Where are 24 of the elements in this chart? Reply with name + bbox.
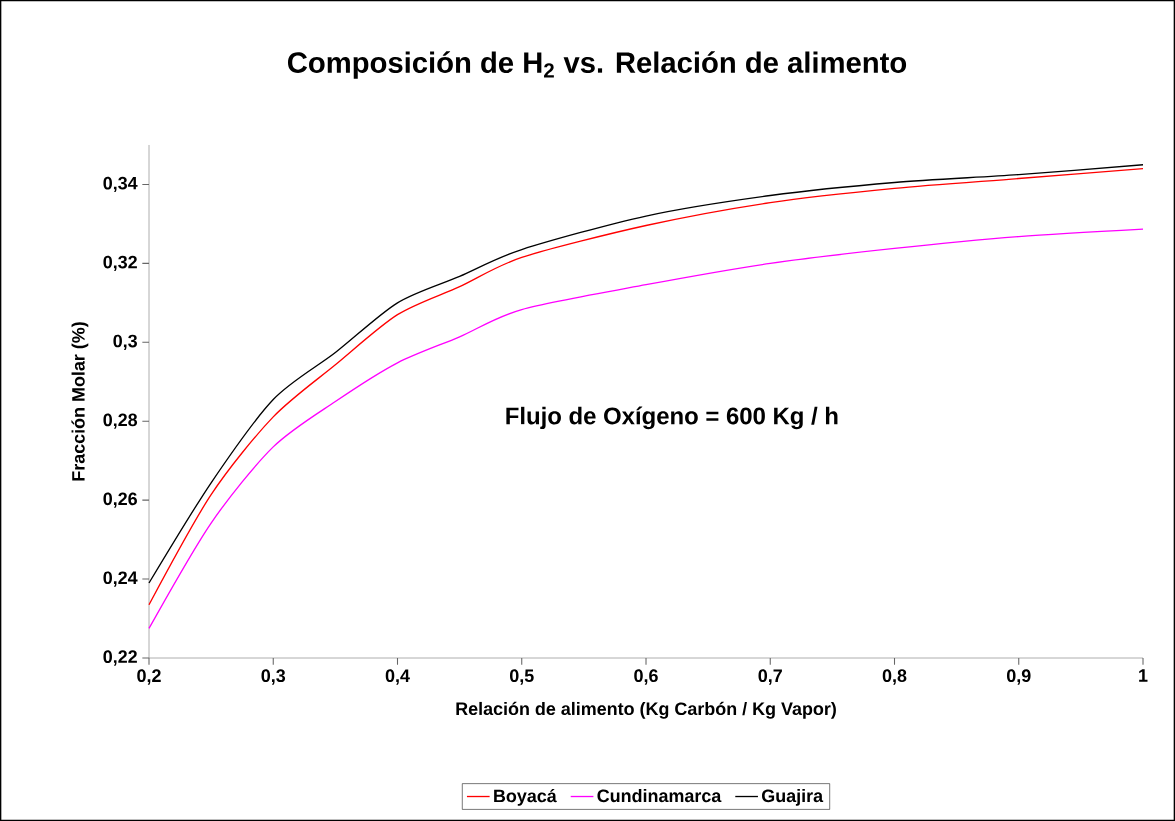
x-tick-label: 0,8 xyxy=(882,669,907,685)
y-tick-label: 0,32 xyxy=(103,255,137,272)
y-tick-label: 0,22 xyxy=(103,650,137,666)
legend-label: Boyacá xyxy=(494,788,557,806)
x-tick-label: 0,4 xyxy=(385,669,410,685)
y-tick-label: 0,26 xyxy=(103,492,137,508)
x-tick-label: 0,3 xyxy=(261,669,286,685)
legend-label: Guajira xyxy=(762,789,824,806)
x-tick-label: 0,7 xyxy=(758,669,782,685)
annotation: Flujo de Oxígeno = 600 Kg / h xyxy=(506,406,838,430)
x-tick-label: 0,9 xyxy=(1007,669,1031,685)
y-tick-label: 0,24 xyxy=(103,571,138,587)
y-axis-title: Fracción Molar (%) xyxy=(71,322,89,481)
x-tick-label: 1 xyxy=(1139,669,1148,682)
y-tick-label: 0,3 xyxy=(113,334,137,350)
legend-label: Cundinamarca xyxy=(597,789,722,803)
y-tick-label: 0,28 xyxy=(103,413,138,429)
y-tick-label: 0,34 xyxy=(103,176,138,193)
x-tick-label: 0,6 xyxy=(634,669,658,685)
x-tick-label: 0,2 xyxy=(137,669,161,685)
x-tick-label: 0,5 xyxy=(510,669,534,685)
chart-title: Composición de H$_{2}$ vs. Relación de alimento xyxy=(287,51,907,79)
line-series xyxy=(148,228,1144,630)
x-axis-title: Relación de alimento (Kg Carbón / Kg Vapor) xyxy=(456,701,836,719)
